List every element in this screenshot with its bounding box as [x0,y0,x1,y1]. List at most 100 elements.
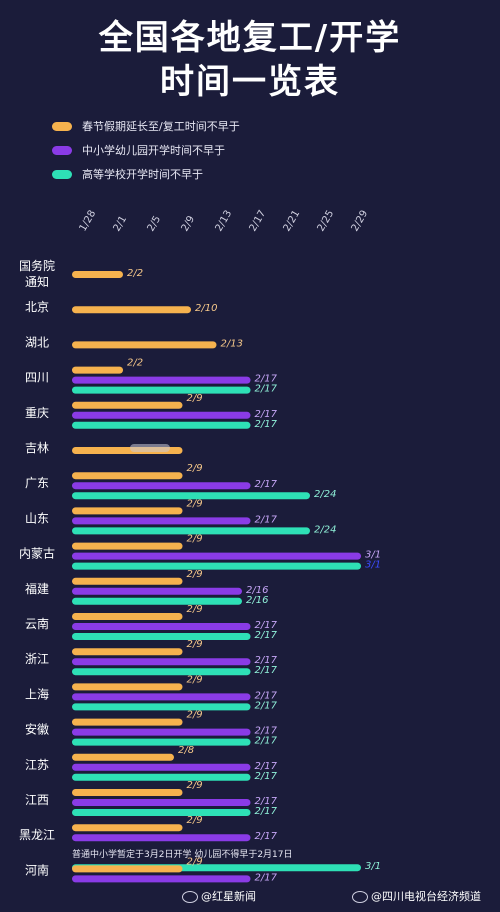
bar-work [72,306,191,314]
row-label: 福建 [25,581,49,596]
bar-value-label: 2/17 [255,806,278,817]
bar-school [72,517,251,525]
row-label: 重庆 [25,406,49,420]
bar-value-label: 2/9 [187,604,203,615]
bar-college [72,386,251,394]
bar-college [72,633,251,640]
bar-college [72,668,251,676]
bar-value-label: 2/17 [255,374,278,385]
row-label: 国务院 [19,258,55,273]
bar-value-label: 2/10 [195,303,217,314]
bar-value-label: 2/9 [187,463,203,474]
row-label: 安徽 [25,722,49,737]
bar-value-label: 2/9 [187,393,203,404]
x-tick-label: 2/17 [248,209,269,234]
bar-work [72,341,217,349]
bar-school [72,587,242,595]
bar-school [72,693,251,701]
x-tick-label: 2/29 [350,209,371,234]
bar-value-label: 2/2 [127,358,143,369]
bar-school [72,875,251,883]
page-subtitle: 时间一览表 [160,62,340,102]
bar-value-label: 2/9 [187,710,203,721]
legend-label-college: 高等学校开学时间不早于 [82,168,203,181]
bar-value-label: 2/24 [314,524,336,535]
bar-value-label: 2/9 [187,639,203,650]
legend-swatch-college [52,169,72,179]
x-tick-label: 2/25 [316,209,337,234]
bar-value-label: 2/17 [255,872,278,883]
row-label: 广东 [25,476,49,490]
bar-value-label: 2/9 [187,815,203,826]
bar-work [72,753,174,761]
bar-college [72,703,251,711]
row-label: 山东 [25,511,49,525]
row-label: 内蒙古 [19,546,55,561]
bar-value-label: 2/9 [187,856,203,867]
bar-work [72,271,123,278]
bar-value-label: 2/17 [255,384,278,395]
bar-school [72,799,251,806]
bar-value-label: 2/17 [255,700,278,711]
bar-value-label: 2/17 [255,665,278,676]
row-label: 通知 [25,275,49,289]
bar-value-label: 2/17 [255,831,278,842]
row-note: 普通中小学暂定于3月2日开学 幼儿园不得早于2月17日 [72,848,293,860]
row-label: 上海 [25,686,49,701]
bar-work [72,789,183,796]
bar-work [72,542,183,550]
bar-value-label: 2/17 [255,796,278,807]
row-label: 浙江 [25,652,49,666]
x-tick-label: 1/28 [78,209,99,234]
row-label: 河南 [25,862,49,877]
source-credit-right-text: @四川电视台经济频道 [371,890,481,903]
bar-value-label: 2/16 [246,585,268,596]
bar-value-label: 3/1 [365,560,381,571]
bar-value-label: 2/17 [255,479,278,490]
bar-value-label: 2/17 [255,655,278,666]
bar-college [72,773,251,781]
source-credit-left: @红星新闻 [182,888,256,904]
bar-college [72,809,251,816]
source-credit-left-text: @红星新闻 [201,890,256,903]
bar-value-label: 2/16 [246,595,268,606]
bar-work [72,683,183,691]
x-tick-label: 2/13 [214,209,235,234]
legend-label-work: 春节假期延长至/复工时间不早于 [82,120,240,133]
chart-legend: 春节假期延长至/复工时间不早于 中小学幼儿园开学时间不早于 高等学校开学时间不早… [52,114,240,186]
row-label: 北京 [25,300,49,314]
bar-work [72,865,183,873]
row-label: 吉林 [25,441,49,455]
bar-value-label: 2/9 [187,569,203,580]
bar-work [72,366,123,374]
bar-school [72,482,251,490]
bar-college [72,597,242,605]
bar-work [72,401,183,409]
bar-school [72,763,251,771]
bar-value-label: 2/9 [187,534,203,545]
row-label: 江西 [25,793,49,807]
weibo-icon [182,891,198,903]
bar-value-label: 2/13 [221,338,243,349]
legend-label-school: 中小学幼儿园开学时间不早于 [82,144,225,157]
x-tick-label: 2/21 [282,209,303,234]
bar-school [72,834,251,842]
weibo-icon [352,891,368,903]
bar-college [72,562,361,570]
bar-school [72,728,251,736]
x-tick-label: 2/9 [180,214,198,233]
bar-college [72,492,310,500]
page-title: 全国各地复工/开学 [98,18,402,58]
source-credit-right: @四川电视台经济频道 [352,888,481,904]
bar-school [72,658,251,666]
bar-value-label: 2/17 [255,736,278,747]
bar-value-label: 2/17 [255,620,278,631]
bar-work [72,613,183,620]
bar-value-label: 2/17 [255,630,278,641]
bar-work [72,507,183,515]
bar-value-label: 2/17 [255,690,278,701]
bar-value-label: 2/17 [255,726,278,737]
row-label: 黑龙江 [19,828,55,842]
bar-work [72,577,183,585]
bar-school [72,411,251,419]
